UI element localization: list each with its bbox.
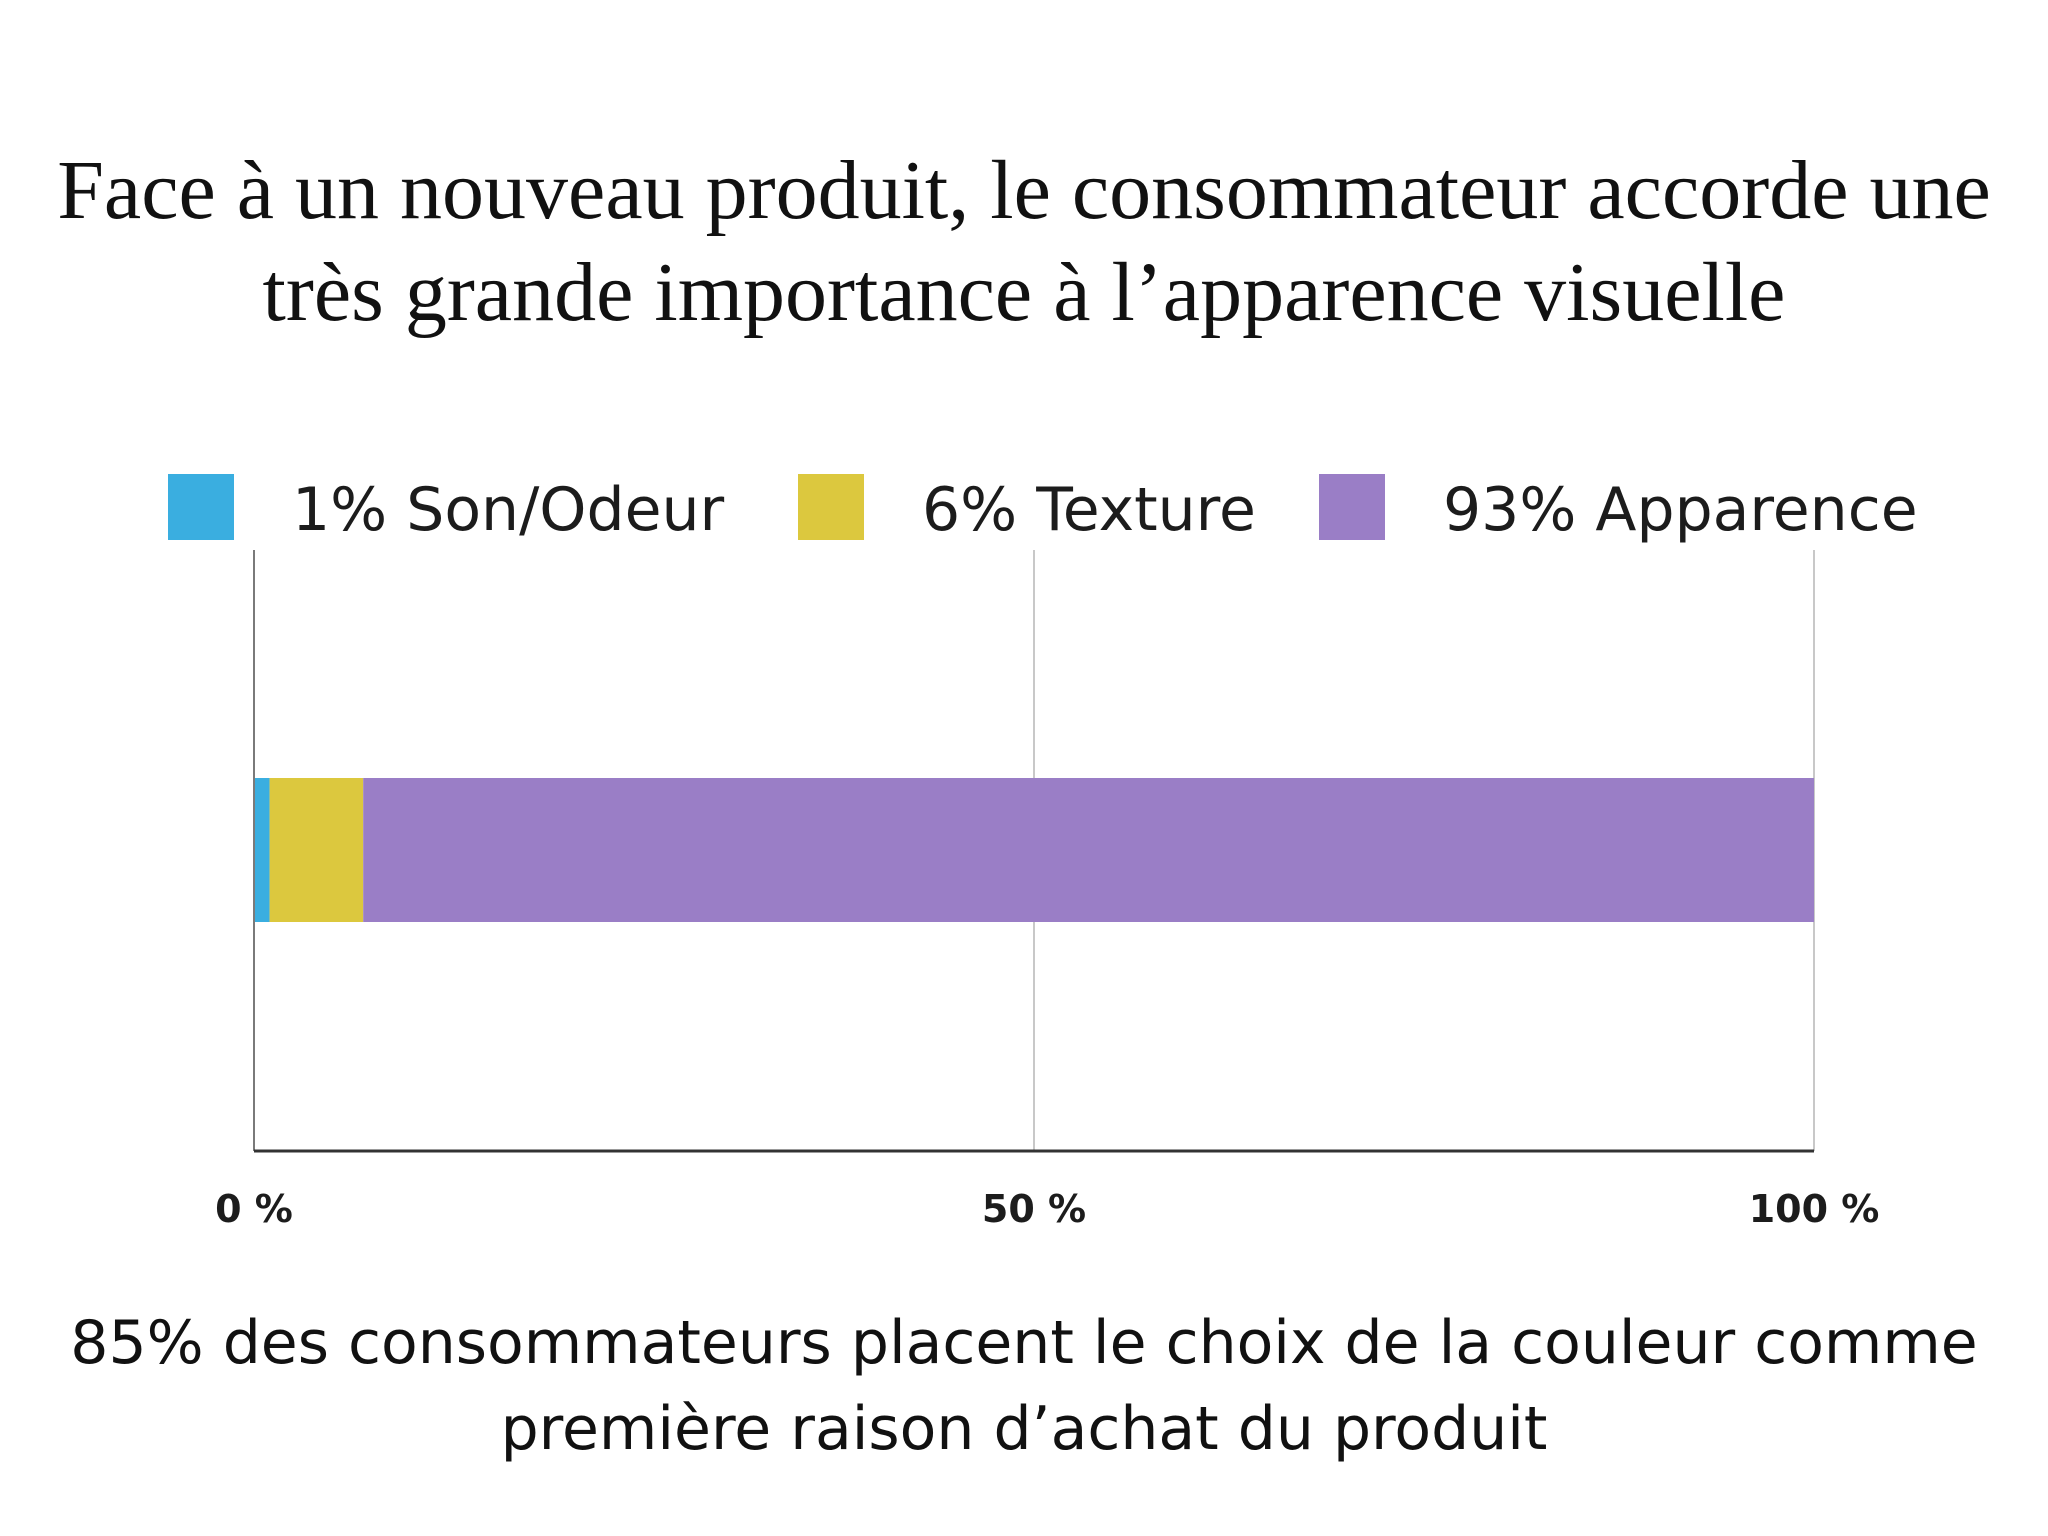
bar-segment-2 bbox=[363, 778, 1815, 922]
legend-swatch-0 bbox=[168, 474, 234, 540]
chart-x-axis bbox=[253, 550, 1814, 1153]
x-tick-label-1: 50 % bbox=[982, 1187, 1086, 1231]
bar-segment-1 bbox=[269, 778, 364, 922]
chart-bars bbox=[254, 778, 1815, 922]
legend-label-1: 6% Texture bbox=[922, 475, 1256, 545]
legend-label-0: 1% Son/Odeur bbox=[292, 475, 725, 545]
legend-swatch-2 bbox=[1319, 474, 1385, 540]
slide-caption: 85% des consommateurs placent le choix d… bbox=[0, 1300, 2048, 1472]
slide-title-line-1: Face à un nouveau produit, le consommate… bbox=[57, 144, 1991, 237]
legend-label-2: 93% Apparence bbox=[1443, 475, 1918, 545]
x-tick-label-2: 100 % bbox=[1749, 1187, 1880, 1231]
slide-caption-line-1: 85% des consommateurs placent le choix d… bbox=[70, 1308, 1978, 1378]
bar-segment-0 bbox=[254, 778, 270, 922]
x-tick-label-0: 0 % bbox=[215, 1187, 293, 1231]
slide-title-line-2: très grande importance à l’apparence vis… bbox=[262, 246, 1786, 339]
legend-swatch-1 bbox=[798, 474, 864, 540]
chart-legend: 1% Son/Odeur 6% Texture 93% Apparence bbox=[168, 474, 1918, 545]
slide-caption-line-2: première raison d’achat du produit bbox=[500, 1394, 1548, 1464]
chart-x-tick-labels: 0 % 50 % 100 % bbox=[215, 1187, 1879, 1231]
slide-title: Face à un nouveau produit, le consommate… bbox=[0, 140, 2048, 344]
